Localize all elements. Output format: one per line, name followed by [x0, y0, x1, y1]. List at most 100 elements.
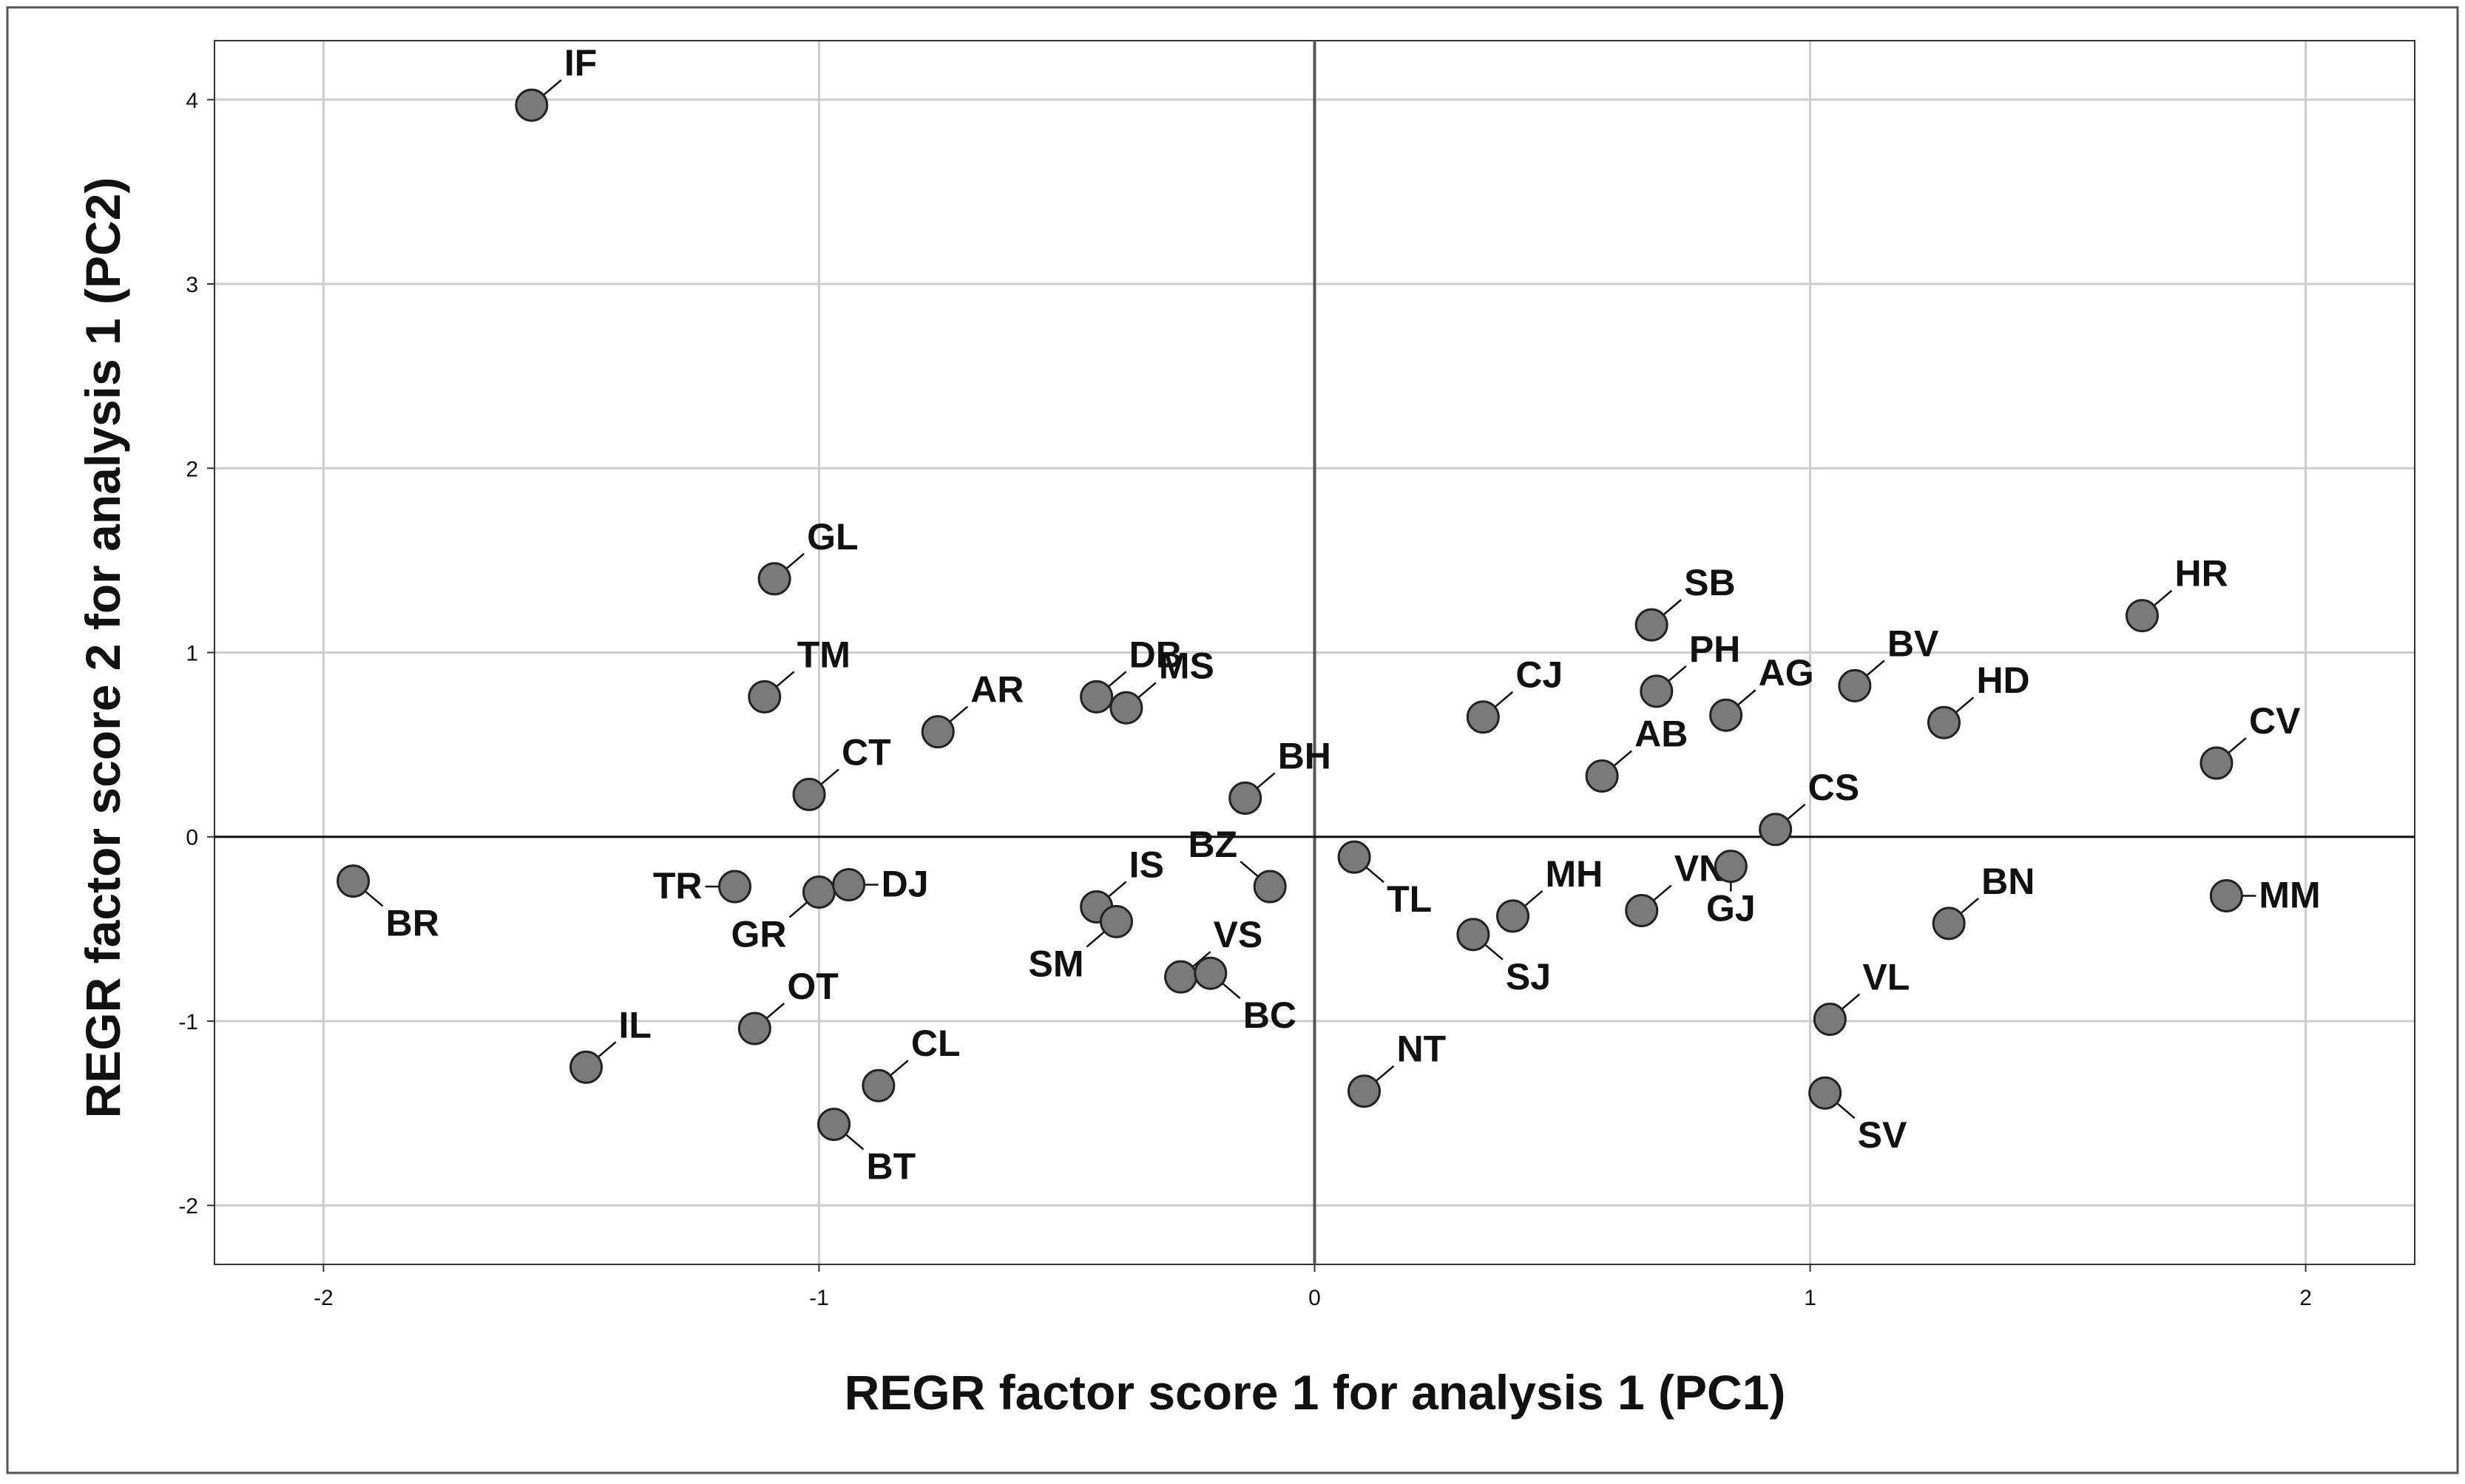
point-label: AR	[970, 669, 1024, 711]
point-label: BN	[1981, 861, 2035, 902]
point-label: SV	[1858, 1114, 1907, 1156]
point-label: IS	[1129, 844, 1164, 885]
y-tick-label: 4	[186, 89, 198, 113]
point-label: GJ	[1706, 888, 1756, 929]
data-point: PH	[1640, 629, 1740, 708]
point-marker	[1099, 904, 1133, 938]
point-label: SM	[1028, 943, 1083, 984]
point-label: IL	[619, 1004, 652, 1046]
data-point: HR	[2125, 553, 2228, 633]
point-marker	[1932, 907, 1966, 941]
point-label: TR	[653, 865, 703, 907]
point-label: VL	[1862, 957, 1910, 998]
y-tick-label: 1	[186, 642, 198, 666]
point-label: SJ	[1506, 956, 1551, 997]
point-marker	[862, 1068, 896, 1102]
data-point: CJ	[1466, 654, 1563, 734]
point-marker	[792, 777, 826, 811]
point-marker	[1164, 960, 1198, 994]
y-axis-title: REGR factor score 2 for analysis 1 (PC2)	[75, 177, 130, 1119]
point-label: MH	[1546, 853, 1603, 895]
point-marker	[1253, 870, 1287, 904]
data-point: IS	[1080, 844, 1164, 924]
data-point: MM	[2209, 875, 2321, 916]
data-point: TR	[653, 865, 752, 907]
data-point: GR	[731, 875, 836, 955]
data-point: BC	[1194, 956, 1296, 1036]
data-point: SV	[1808, 1076, 1907, 1156]
point-label: CL	[911, 1023, 961, 1064]
point-label: BC	[1243, 995, 1296, 1036]
point-label: DJ	[882, 864, 929, 905]
point-label: GR	[731, 914, 786, 955]
x-axis-title: REGR factor score 1 for analysis 1 (PC1)	[845, 1365, 1786, 1420]
point-label: PH	[1689, 629, 1740, 670]
reference-lines	[214, 41, 2415, 1264]
point-label: DB	[1129, 634, 1183, 675]
point-marker	[1709, 698, 1743, 732]
point-marker	[1348, 1074, 1382, 1108]
data-point: IL	[569, 1004, 652, 1084]
data-point: GJ	[1706, 850, 1756, 929]
point-label: VS	[1214, 914, 1263, 955]
point-marker	[1456, 918, 1490, 952]
x-tick-label: -2	[314, 1286, 334, 1310]
point-marker	[569, 1050, 603, 1084]
point-marker	[1585, 759, 1619, 793]
point-label: IF	[564, 42, 597, 84]
point-marker	[748, 680, 782, 714]
y-tick-label: -2	[178, 1194, 198, 1219]
point-label: GL	[807, 516, 858, 558]
point-label: MS	[1159, 645, 1214, 686]
point-label: MM	[2259, 875, 2320, 916]
point-label: CJ	[1515, 654, 1563, 696]
data-point: CT	[792, 731, 891, 811]
point-label: BR	[386, 903, 439, 944]
point-marker	[337, 864, 371, 898]
data-point: CL	[862, 1023, 961, 1102]
point-label: AG	[1759, 652, 1814, 694]
point-label: AB	[1634, 713, 1688, 754]
data-point: AR	[921, 669, 1024, 749]
point-marker	[1337, 840, 1371, 874]
point-marker	[2125, 599, 2159, 633]
point-label: CV	[2249, 700, 2301, 742]
data-point: OT	[737, 966, 839, 1046]
point-marker	[802, 875, 836, 909]
point-marker	[718, 870, 752, 904]
data-point: DB	[1080, 634, 1183, 714]
point-marker	[921, 715, 955, 749]
point-label: BH	[1278, 735, 1331, 776]
point-marker	[1194, 956, 1228, 990]
point-marker	[757, 562, 791, 596]
data-point: SJ	[1456, 918, 1551, 997]
data-point: MS	[1109, 645, 1214, 725]
data-point: NT	[1348, 1029, 1446, 1108]
point-label: TM	[797, 634, 851, 675]
point-label: BV	[1887, 623, 1939, 664]
data-point: VL	[1813, 957, 1910, 1037]
data-point: CV	[2199, 700, 2301, 780]
data-point: CS	[1759, 767, 1859, 847]
data-point: IF	[515, 42, 597, 122]
point-marker	[1109, 691, 1143, 725]
point-marker	[817, 1108, 851, 1142]
outer-border	[6, 6, 2459, 1474]
data-point: TM	[748, 634, 851, 714]
y-tick-label: 2	[186, 457, 198, 481]
data-point: BN	[1932, 861, 2035, 941]
data-point: AG	[1709, 652, 1814, 732]
x-tick-label: 1	[1804, 1286, 1816, 1310]
x-tick-label: 2	[2299, 1286, 2312, 1310]
data-point: DJ	[832, 864, 929, 905]
point-marker	[1625, 893, 1659, 927]
point-marker	[515, 88, 549, 122]
data-point: BH	[1228, 735, 1331, 815]
data-point: HD	[1927, 660, 2030, 739]
point-marker	[1714, 850, 1748, 884]
x-tick-label: 0	[1308, 1286, 1321, 1310]
data-point: VS	[1164, 914, 1263, 994]
data-point: AB	[1585, 713, 1688, 793]
